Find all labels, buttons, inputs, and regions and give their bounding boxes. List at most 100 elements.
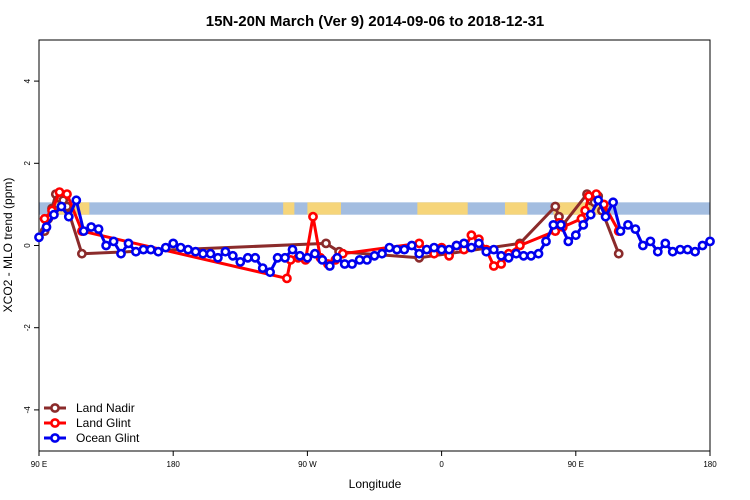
data-point-ocean-glint xyxy=(421,244,432,255)
legend-label: Ocean Glint xyxy=(76,431,140,445)
data-point-ocean-glint xyxy=(578,219,589,230)
y-tick-label: -2 xyxy=(23,324,32,332)
data-point-ocean-glint xyxy=(697,240,708,251)
legend-label: Land Glint xyxy=(76,416,131,430)
data-point-ocean-glint xyxy=(377,248,387,259)
data-point-ocean-glint xyxy=(250,252,261,263)
data-point-ocean-glint xyxy=(93,224,104,234)
data-point-ocean-glint xyxy=(690,246,700,257)
data-point-land-glint xyxy=(583,191,594,202)
data-point-ocean-glint xyxy=(332,252,343,263)
data-point-ocean-glint xyxy=(570,230,581,241)
data-point-ocean-glint xyxy=(563,236,574,247)
ocean-band xyxy=(39,202,710,215)
data-point-ocean-glint xyxy=(71,195,82,206)
legend-swatch-marker xyxy=(50,433,60,443)
y-axis-ticks: -4 -2 0 2 4 xyxy=(23,78,39,413)
data-point-land-nadir xyxy=(321,238,331,249)
data-point-ocean-glint xyxy=(399,244,410,255)
data-point-ocean-glint xyxy=(459,238,469,249)
data-point-land-glint xyxy=(281,273,292,284)
land-segment xyxy=(307,202,341,215)
data-point-ocean-glint xyxy=(481,246,492,257)
data-point-ocean-glint xyxy=(384,242,395,253)
data-point-ocean-glint xyxy=(123,238,134,249)
data-point-land-glint xyxy=(496,259,507,269)
data-point-land-nadir xyxy=(550,201,561,212)
data-point-ocean-glint xyxy=(667,246,678,257)
data-point-ocean-glint xyxy=(302,252,313,263)
data-point-ocean-glint xyxy=(503,252,514,263)
data-point-ocean-glint xyxy=(436,244,447,255)
data-point-ocean-glint xyxy=(324,261,335,271)
data-point-ocean-glint xyxy=(496,250,507,261)
data-point-land-glint xyxy=(515,240,525,251)
data-point-land-glint xyxy=(308,211,318,222)
series-ocean-glint xyxy=(34,195,715,278)
data-point-ocean-glint xyxy=(205,248,216,259)
data-point-ocean-glint xyxy=(78,226,89,236)
data-point-ocean-glint xyxy=(518,250,529,261)
data-point-ocean-glint xyxy=(600,211,611,222)
data-point-ocean-glint xyxy=(41,222,52,232)
data-point-ocean-glint xyxy=(257,263,268,273)
data-point-ocean-glint xyxy=(56,201,67,212)
data-point-ocean-glint xyxy=(451,240,462,251)
data-point-ocean-glint xyxy=(585,209,596,220)
data-point-land-glint xyxy=(488,261,499,271)
data-point-ocean-glint xyxy=(287,244,298,255)
x-axis-ticks: 90 E 180 90 W 0 90 E 180 xyxy=(31,451,717,469)
data-point-land-nadir xyxy=(613,248,624,259)
legend-swatch-marker xyxy=(50,403,60,413)
chart-title: 15N-20N March (Ver 9) 2014-09-06 to 2018… xyxy=(206,13,545,30)
legend-label: Land Nadir xyxy=(76,401,135,415)
land-segment xyxy=(504,202,528,215)
x-tick-label: 90 E xyxy=(568,460,584,469)
data-point-ocean-glint xyxy=(212,252,223,263)
x-tick-label: 180 xyxy=(167,460,181,469)
data-point-ocean-glint xyxy=(556,219,566,230)
data-point-ocean-glint xyxy=(652,246,663,257)
land-segment xyxy=(283,202,295,215)
data-point-ocean-glint xyxy=(116,248,126,259)
y-tick-label: 4 xyxy=(23,78,32,83)
data-point-ocean-glint xyxy=(541,236,551,247)
data-point-ocean-glint xyxy=(108,236,119,247)
data-point-ocean-glint xyxy=(682,244,693,255)
data-point-ocean-glint xyxy=(294,250,305,261)
x-axis-label: Longitude xyxy=(349,477,402,491)
data-point-ocean-glint xyxy=(548,219,559,230)
data-point-ocean-glint xyxy=(645,236,656,247)
data-point-ocean-glint xyxy=(309,248,320,259)
series-layer xyxy=(34,187,715,284)
legend-item-ocean-glint: Ocean Glint xyxy=(44,431,140,445)
data-point-ocean-glint xyxy=(280,252,290,263)
data-point-ocean-glint xyxy=(615,226,626,236)
x-tick-label: 0 xyxy=(439,460,444,469)
y-axis-label: XCO2 - MLO trend (ppm) xyxy=(1,178,15,313)
data-point-ocean-glint xyxy=(638,240,648,251)
data-point-land-glint xyxy=(62,189,72,199)
data-point-ocean-glint xyxy=(608,197,618,208)
land-segment xyxy=(417,202,468,215)
x-tick-label: 90 E xyxy=(31,460,47,469)
data-point-ocean-glint xyxy=(444,244,454,255)
legend-swatch-marker xyxy=(50,418,60,428)
legend-item-land-nadir: Land Nadir xyxy=(44,401,135,415)
data-point-ocean-glint xyxy=(347,259,357,269)
data-point-ocean-glint xyxy=(473,238,484,249)
data-point-ocean-glint xyxy=(533,248,544,259)
data-point-ocean-glint xyxy=(317,254,328,265)
y-tick-label: 0 xyxy=(23,243,32,248)
data-point-ocean-glint xyxy=(63,211,74,222)
data-point-ocean-glint xyxy=(429,242,439,253)
data-point-ocean-glint xyxy=(406,240,417,251)
data-point-ocean-glint xyxy=(220,246,231,257)
data-point-ocean-glint xyxy=(265,267,275,278)
data-point-land-nadir xyxy=(77,248,87,259)
data-point-ocean-glint xyxy=(705,236,715,247)
data-point-land-glint xyxy=(39,213,50,224)
data-point-land-glint xyxy=(466,230,477,241)
